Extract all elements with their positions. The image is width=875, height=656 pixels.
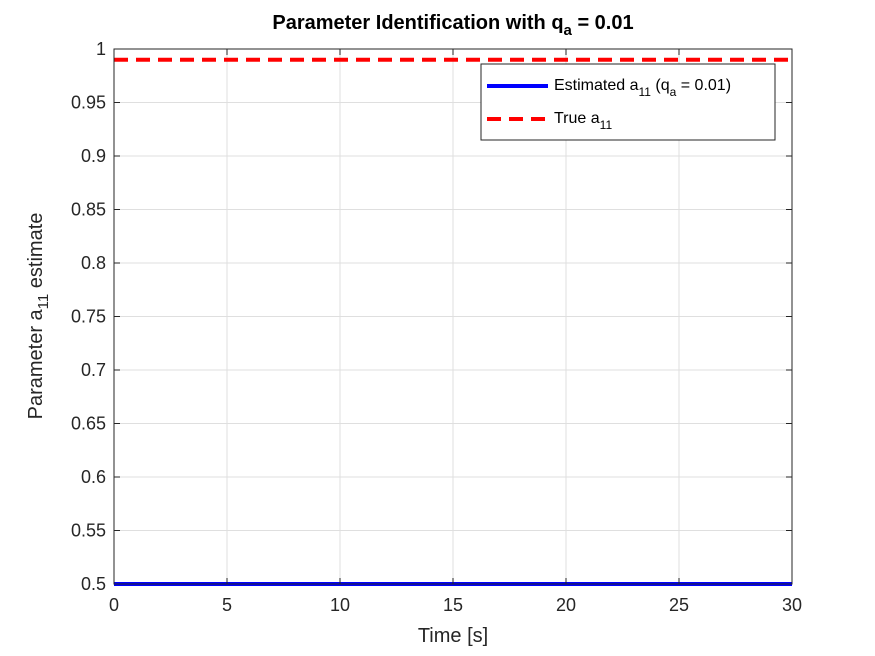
x-axis-label: Time [s] bbox=[418, 625, 488, 647]
chart-title-prefix: Parameter Identification with q bbox=[272, 12, 563, 34]
y-axis-label-suffix: estimate bbox=[25, 213, 47, 294]
y-tick-label: 0.5 bbox=[81, 574, 106, 594]
legend-estimated-middle: (q bbox=[651, 77, 670, 94]
y-axis-label: Parameter a11 estimate bbox=[25, 213, 52, 420]
legend-true-prefix: True a bbox=[554, 110, 600, 127]
x-tick-label: 25 bbox=[669, 595, 689, 615]
chart-title-suffix: = 0.01 bbox=[572, 12, 634, 34]
y-axis-label-subscript: 11 bbox=[35, 294, 52, 310]
legend-estimated-subscript2: a bbox=[670, 85, 677, 99]
y-tick-label: 0.6 bbox=[81, 467, 106, 487]
y-tick-label: 0.85 bbox=[71, 200, 106, 220]
ticks bbox=[113, 48, 793, 585]
y-tick-label: 0.8 bbox=[81, 253, 106, 273]
y-tick-label: 0.75 bbox=[71, 307, 106, 327]
x-tick-label: 15 bbox=[443, 595, 463, 615]
x-tick-label: 5 bbox=[222, 595, 232, 615]
legend: Estimated a11 (qa = 0.01) True a11 bbox=[480, 63, 776, 141]
x-tick-label: 30 bbox=[782, 595, 802, 615]
y-tick-label: 0.9 bbox=[81, 146, 106, 166]
y-tick-label: 0.95 bbox=[71, 93, 106, 113]
y-axis-label-prefix: Parameter a bbox=[25, 308, 47, 419]
chart-title-subscript: a bbox=[564, 22, 573, 39]
x-tick-label: 0 bbox=[109, 595, 119, 615]
y-tick-label: 0.65 bbox=[71, 414, 106, 434]
x-tick-label: 10 bbox=[330, 595, 350, 615]
legend-true-subscript: 11 bbox=[600, 118, 613, 132]
x-tick-label: 20 bbox=[556, 595, 576, 615]
legend-estimated-subscript: 11 bbox=[638, 85, 651, 99]
legend-box bbox=[480, 63, 776, 141]
y-tick-label: 0.55 bbox=[71, 521, 106, 541]
y-tick-labels: 0.5 0.55 0.6 0.65 0.7 0.75 0.8 0.85 0.9 0.95 1 bbox=[71, 39, 106, 594]
legend-estimated-prefix: Estimated a bbox=[554, 77, 639, 94]
legend-text-estimated: Estimated a11 (qa = 0.01) bbox=[554, 77, 731, 99]
y-tick-label: 0.7 bbox=[81, 360, 106, 380]
chart-title: Parameter Identification with qa = 0.01 bbox=[272, 12, 633, 39]
legend-estimated-suffix: = 0.01) bbox=[676, 77, 731, 94]
legend-text-true: True a11 bbox=[554, 110, 612, 132]
y-tick-label: 1 bbox=[96, 39, 106, 59]
x-tick-labels: 0 5 10 15 20 25 30 bbox=[109, 595, 802, 615]
